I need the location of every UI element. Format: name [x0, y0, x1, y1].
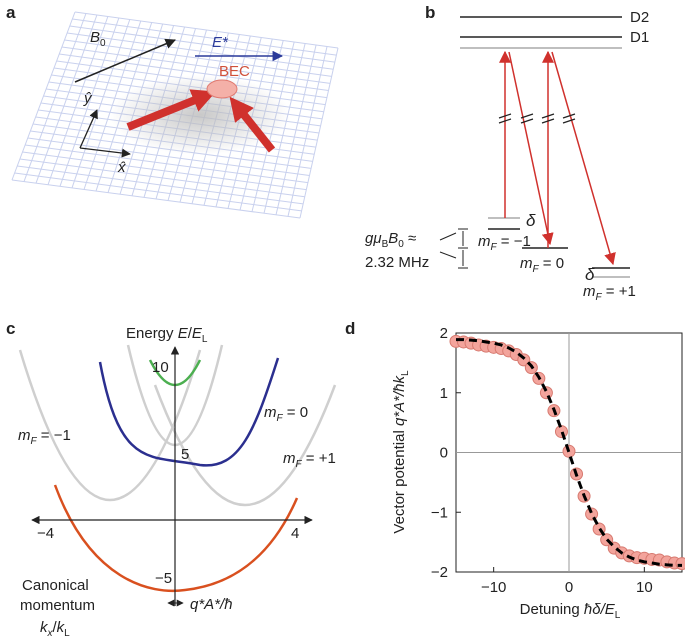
y-tick-label: −1: [431, 504, 448, 521]
tick-label: 4: [291, 525, 299, 542]
grid-line: [22, 151, 307, 191]
grid-line: [299, 47, 339, 219]
x-axis-arrow: [79, 147, 131, 158]
bec-label: BEC: [219, 63, 250, 80]
zeeman-label: gμBB0 ≈: [365, 230, 416, 250]
y-tick-label: 0: [440, 445, 448, 462]
tick-label: −5: [155, 570, 172, 587]
panel-a: a B0 E* BEC ŷ x̂: [6, 3, 339, 219]
y-axis-title: Vector potential q*A*/ħkL: [391, 370, 411, 534]
b0-arrow: [74, 38, 176, 83]
grid-line: [17, 165, 304, 205]
break-marks: [498, 113, 576, 124]
x-tick-label: −10: [481, 579, 506, 596]
panel-label: c: [6, 319, 15, 338]
tick-label: −4: [37, 525, 54, 542]
mf-label: mF = +1: [583, 283, 636, 303]
detuning-label: δ: [585, 265, 595, 284]
panel-label: d: [345, 319, 355, 338]
mf-label: mF = +1: [283, 450, 336, 470]
mf-label: mF = 0: [264, 404, 308, 424]
zeeman-bracket: [439, 228, 468, 269]
grid-line: [11, 179, 301, 219]
mf-label: mF = −1: [18, 427, 71, 447]
band-curve: [98, 357, 280, 467]
x-tick-label: 0: [565, 579, 573, 596]
x-hat: x̂: [117, 159, 126, 176]
y-tick-label: 2: [440, 325, 448, 342]
y-hat: ŷ: [83, 90, 93, 107]
shadow: [110, 75, 290, 155]
panel-c: c Energy E/EL −4 4 10 5 −5 mF = 0 mF = −…: [6, 319, 337, 639]
panel-b: b D2 D1 δ δ mF = −1 mF = 0 mF = +1 gμBB0…: [365, 3, 649, 303]
fit-line: [456, 338, 682, 567]
axis-title: momentum: [20, 597, 95, 614]
panel-label: b: [425, 3, 435, 22]
mf-label: mF = −1: [478, 233, 531, 253]
transition-arrow: [508, 51, 554, 246]
y-tick-label: 1: [440, 385, 448, 402]
band-curve: [18, 349, 202, 502]
y-tick-label: −2: [431, 564, 448, 581]
data-point: [554, 425, 568, 439]
x-axis-title: Detuning ħδ/EL: [520, 601, 621, 621]
tick-label: 10: [152, 359, 169, 376]
level-label: D2: [630, 9, 649, 26]
axis-title: kx/kL: [40, 619, 70, 639]
y-axis-arrow: [79, 109, 98, 149]
detuning-label: δ: [526, 211, 536, 230]
e-label: E*: [212, 34, 229, 51]
level-label: D1: [630, 29, 649, 46]
shift-label: q*A*/ħ: [190, 596, 233, 613]
mf-label: mF = 0: [520, 255, 564, 275]
laser-arrow: [126, 89, 217, 131]
grid-line: [19, 158, 305, 198]
band-curve: [53, 484, 299, 593]
panel-label: a: [6, 3, 16, 22]
transition-arrow: [551, 51, 616, 266]
axis-title: Canonical: [22, 577, 89, 594]
laser-arrow: [229, 96, 276, 153]
tick-label: 5: [181, 446, 189, 463]
axis-title: Energy E/EL: [126, 325, 208, 345]
zeeman-value: 2.32 MHz: [365, 254, 429, 271]
bec-cloud: [206, 79, 238, 99]
grid-line: [14, 172, 302, 212]
grid-line: [287, 46, 328, 217]
b0-label: B0: [90, 29, 106, 49]
grid-line: [275, 44, 317, 215]
panel-d: d Detuning ħδ/EL Vector potential q*A*/ħ…: [345, 319, 685, 621]
data-point: [675, 557, 685, 571]
x-tick-label: 10: [636, 579, 653, 596]
band-curve: [153, 384, 337, 506]
